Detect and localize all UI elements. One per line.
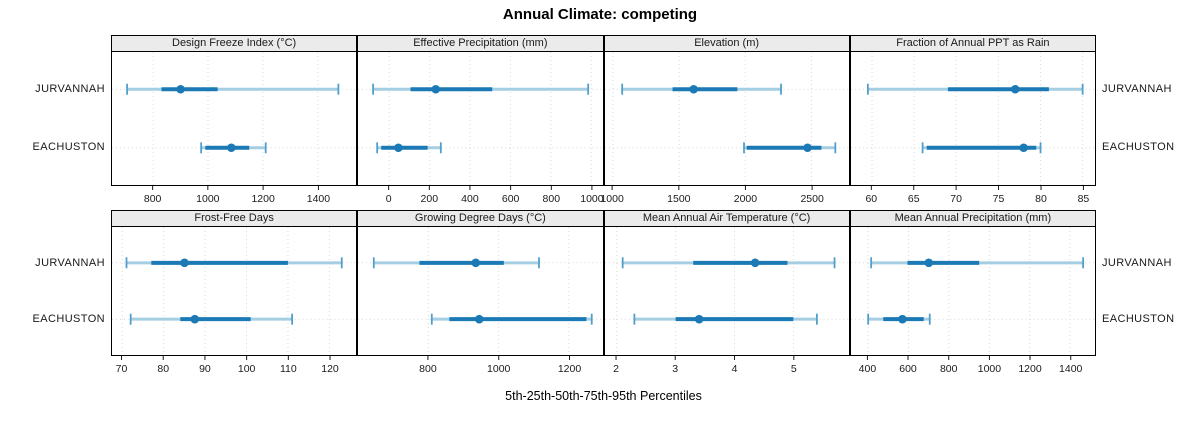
svg-text:1000: 1000 xyxy=(600,193,624,205)
svg-text:1000: 1000 xyxy=(196,193,220,205)
strip-header: Elevation (m) xyxy=(603,35,850,52)
plot-area xyxy=(849,226,1096,356)
strip-header: Effective Precipitation (mm) xyxy=(357,35,604,52)
svg-text:75: 75 xyxy=(992,193,1004,205)
svg-text:85: 85 xyxy=(1077,193,1089,205)
plot-area xyxy=(111,226,358,356)
x-axis: 60 65 70 75 80 85 xyxy=(850,186,1096,206)
strip-header: Mean Annual Precipitation (mm) xyxy=(849,210,1096,227)
x-axis-caption: 5th-25th-50th-75th-95th Percentiles xyxy=(505,389,702,403)
panel-growing-degree-days: Growing Degree Days (°C) 800 1000 1200 xyxy=(357,210,604,376)
panel-design-freeze-index: Design Freeze Index (°C) 800 1000 1200 1400 xyxy=(111,35,358,206)
svg-text:2: 2 xyxy=(613,363,619,375)
x-axis: 800 1000 1200 1400 xyxy=(111,186,357,206)
plot-area xyxy=(849,51,1096,186)
panel-elevation: Elevation (m) 1000 1500 2000 2500 xyxy=(600,35,850,206)
svg-text:600: 600 xyxy=(899,363,917,375)
strip-header: Frost-Free Days xyxy=(111,210,358,227)
x-axis: 70 80 90 100 110 120 xyxy=(111,356,357,376)
svg-text:800: 800 xyxy=(543,193,561,205)
svg-text:400: 400 xyxy=(461,193,479,205)
plot-area xyxy=(603,51,850,186)
plot-area xyxy=(357,51,604,186)
svg-text:3: 3 xyxy=(672,363,678,375)
plot-area xyxy=(111,51,358,186)
svg-text:100: 100 xyxy=(238,363,256,375)
svg-text:80: 80 xyxy=(157,363,169,375)
svg-text:110: 110 xyxy=(280,363,297,375)
svg-text:1200: 1200 xyxy=(558,363,582,375)
row-label-jurvannah: JURVANNAH xyxy=(1102,83,1172,95)
row-label-jurvannah: JURVANNAH xyxy=(1102,257,1172,269)
svg-text:4: 4 xyxy=(731,363,737,375)
strip-header: Design Freeze Index (°C) xyxy=(111,35,358,52)
svg-text:800: 800 xyxy=(419,363,437,375)
svg-text:1200: 1200 xyxy=(251,193,275,205)
svg-text:1400: 1400 xyxy=(1059,363,1083,375)
svg-text:0: 0 xyxy=(386,193,392,205)
panel-fraction-ppt-rain: Fraction of Annual PPT as Rain 60 65 70 75 8… xyxy=(849,35,1096,206)
svg-text:600: 600 xyxy=(502,193,520,205)
strip-header: Growing Degree Days (°C) xyxy=(357,210,604,227)
row-label-eachuston: EACHUSTON xyxy=(1102,141,1175,153)
svg-text:120: 120 xyxy=(321,363,339,375)
svg-text:400: 400 xyxy=(858,363,876,375)
svg-text:1200: 1200 xyxy=(1018,363,1042,375)
svg-text:5: 5 xyxy=(790,363,796,375)
svg-text:2000: 2000 xyxy=(733,193,757,205)
row-label-jurvannah: JURVANNAH xyxy=(35,83,105,95)
svg-text:65: 65 xyxy=(908,193,920,205)
plot-area xyxy=(357,226,604,356)
x-axis: 2 3 4 5 xyxy=(604,356,850,376)
panel-mean-annual-air-temperature: Mean Annual Air Temperature (°C) 2 3 4 5 xyxy=(603,210,850,376)
svg-text:1000: 1000 xyxy=(580,193,604,205)
svg-text:60: 60 xyxy=(865,193,877,205)
svg-text:90: 90 xyxy=(199,363,211,375)
svg-text:1000: 1000 xyxy=(977,363,1001,375)
strip-header: Fraction of Annual PPT as Rain xyxy=(849,35,1096,52)
svg-text:800: 800 xyxy=(940,363,958,375)
svg-text:2500: 2500 xyxy=(800,193,824,205)
x-axis: 1000 1500 2000 2500 xyxy=(600,186,850,206)
x-axis: 0 200 400 600 800 1000 xyxy=(357,186,604,206)
svg-text:80: 80 xyxy=(1035,193,1047,205)
panel-effective-precipitation: Effective Precipitation (mm) 0 200 400 600 8… xyxy=(357,35,604,206)
svg-text:1400: 1400 xyxy=(307,193,331,205)
svg-text:200: 200 xyxy=(421,193,439,205)
panel-row-bottom: Frost-Free Days 70 80 90 100 110 120 Growing … xyxy=(111,210,1096,376)
row-label-eachuston: EACHUSTON xyxy=(1102,313,1175,325)
x-axis: 800 1000 1200 xyxy=(357,356,603,376)
svg-text:800: 800 xyxy=(144,193,162,205)
svg-text:1000: 1000 xyxy=(487,363,511,375)
svg-text:70: 70 xyxy=(950,193,962,205)
panel-frost-free-days: Frost-Free Days 70 80 90 100 110 120 xyxy=(111,210,358,376)
row-label-eachuston: EACHUSTON xyxy=(32,313,105,325)
row-label-jurvannah: JURVANNAH xyxy=(35,257,105,269)
panel-mean-annual-precipitation: Mean Annual Precipitation (mm) 400 600 800… xyxy=(849,210,1096,376)
strip-header: Mean Annual Air Temperature (°C) xyxy=(603,210,850,227)
plot-area xyxy=(603,226,850,356)
svg-text:70: 70 xyxy=(116,363,128,375)
panel-row-top: Design Freeze Index (°C) 800 1000 1200 1400… xyxy=(111,35,1096,206)
x-axis: 400 600 800 1000 1200 1400 xyxy=(850,356,1096,376)
svg-text:1500: 1500 xyxy=(667,193,691,205)
row-label-eachuston: EACHUSTON xyxy=(32,141,105,153)
chart-title: Annual Climate: competing xyxy=(502,6,698,23)
